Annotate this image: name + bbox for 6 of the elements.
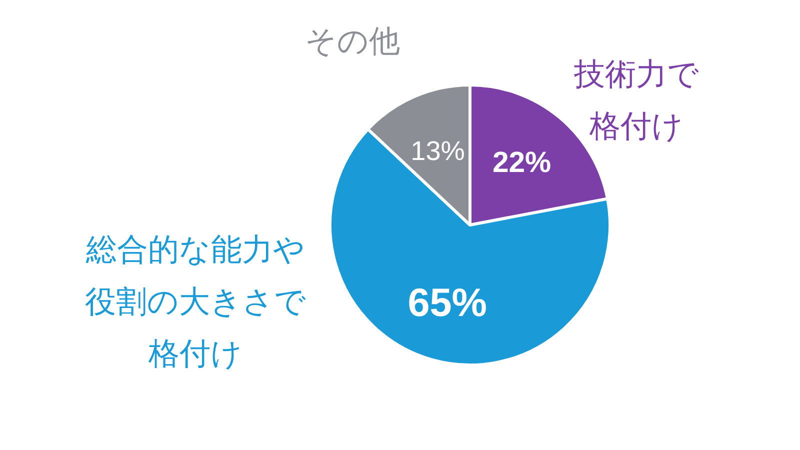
slice-label: 総合的な能力や役割の大きさで格付け [85,232,306,372]
data-label: 13% [410,134,465,166]
slice-label: 技術力で格付け [573,56,700,144]
data-label: 22% [492,146,552,179]
slice-label: その他 [304,24,400,60]
data-label: 65% [408,280,487,325]
